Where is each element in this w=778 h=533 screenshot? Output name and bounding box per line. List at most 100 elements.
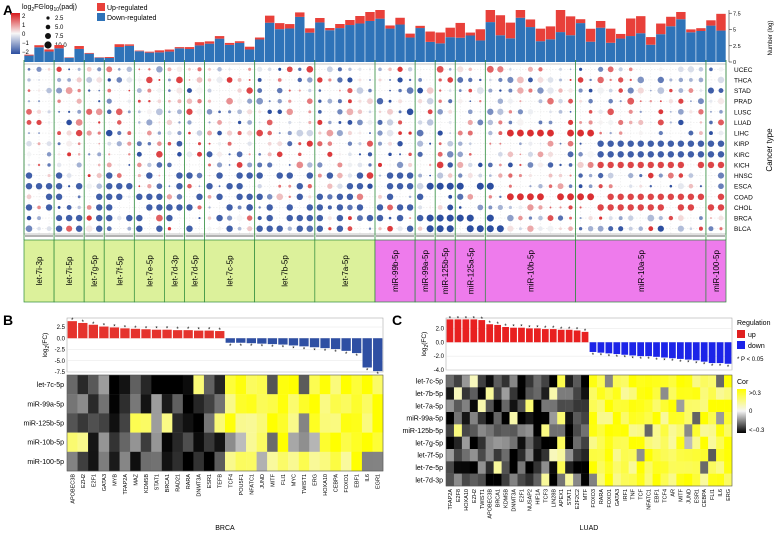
fc-dot [408,152,412,157]
significance-star: * [727,365,730,371]
fc-dot [177,109,182,115]
fc-dot [156,225,163,232]
fc-dot [248,67,252,71]
fc-dot [306,172,314,179]
cor-heatmap-cell [509,424,518,437]
fc-dot [429,142,432,145]
significance-star: * [647,357,650,363]
fc-dot [398,110,402,114]
fc-dot [147,88,152,93]
fc-dot [208,174,211,177]
cor-heatmap-cell [660,449,669,462]
fc-dot [599,131,602,135]
fc-dot [598,109,603,115]
mirna-group-box [103,239,135,303]
cor-heatmap-cell [716,412,725,425]
fc-dot [266,204,273,211]
fc-dot [678,173,684,178]
fc-dot [47,173,51,178]
fc-dot [208,121,211,124]
fc-dot [146,130,152,136]
fc-dot [55,172,63,179]
fc-dot [439,89,442,92]
cor-heatmap-cell [684,375,693,388]
cor-heatmap-cell [636,375,645,388]
fc-dot [698,67,704,72]
cor-heatmap-cell [708,449,717,462]
fc-dot [688,88,694,93]
fc-dot [166,194,173,200]
fc-dot [118,163,121,167]
fc-dot [486,65,494,73]
fc-dot [138,185,141,188]
fc-dot [467,119,473,126]
fc-dot [138,132,141,135]
fc-dot [156,214,163,222]
cor-heatmap-cell [330,451,342,472]
cor-heatmap-cell [684,387,693,400]
fc-dot [499,163,502,167]
cor-heatmap-cell [628,387,637,400]
significance-star: * [496,322,499,328]
fc-dot [598,184,603,189]
fc-dot [196,193,203,201]
fc-dot [206,151,213,158]
significance-star: * [592,353,595,359]
fc-dot [637,193,644,201]
fc-dot [237,109,242,115]
fc-dot [226,215,233,221]
cor-heatmap-cell [668,424,677,437]
fc-dot [258,206,261,209]
cor-heatmap-cell [453,461,463,474]
fc-dot [27,78,31,82]
cor-heatmap-cell [235,432,247,452]
panel-a-right-axes: Number (log) Cancer type 02.557.5UCECTHC… [728,10,774,233]
gene-label: E2F1 [519,489,525,502]
up-regulated-bar [686,29,696,33]
cor-heatmap-cell [684,461,693,474]
cor-heatmap-cell [298,451,310,472]
fc-dot [176,87,183,94]
mirna-group-label: miR-10a-5p [637,250,646,292]
fc-dot [417,99,423,104]
mirna-group-box [575,239,707,303]
cor-heatmap-cell [485,461,494,474]
fc-dot [718,88,724,93]
fc-dot [318,99,322,103]
fc-dot [76,162,82,168]
cor-heatmap-cell [708,375,717,388]
fc-dot [548,184,553,188]
fc-dot [667,151,675,158]
fc-dot [497,98,504,104]
fc-dot [236,98,243,104]
cor-heatmap-cell [724,449,733,462]
fc-dot [247,98,253,104]
down-regulated-bar [44,51,54,62]
cancer-name-label: LUAD [580,525,599,532]
panel-a-mirna-groups: let-7i-3p let-7i-5p let-7g-5p let-7f-5p let-… [23,60,727,303]
fc-dot [168,89,171,92]
significance-star: * [608,354,611,360]
cor-heatmap-cell [140,413,152,433]
fc-dot [57,99,61,103]
fc-dot [147,141,152,146]
fc-dot [66,140,73,147]
cor-heatmap-cell [636,436,645,450]
fc-dot [258,121,261,124]
fc-dot [247,130,253,136]
fc-bar [565,329,573,343]
up-regulated-bar [24,54,34,56]
fc-bar [573,330,581,343]
fc-dot [378,78,382,82]
fc-dot [406,225,414,232]
fc-dot [337,183,343,189]
significance-star: * [719,364,722,370]
cor-heatmap-cell [501,461,510,474]
down-regulated-bar [656,34,666,62]
fc-dot [519,142,522,146]
fc-dot [96,204,103,211]
up-regulated-bar [54,45,64,49]
cor-heatmap-cell [351,375,363,395]
panel-c-legend: Regulation up down * P < 0.05 Cor >0.3 0… [737,320,771,434]
